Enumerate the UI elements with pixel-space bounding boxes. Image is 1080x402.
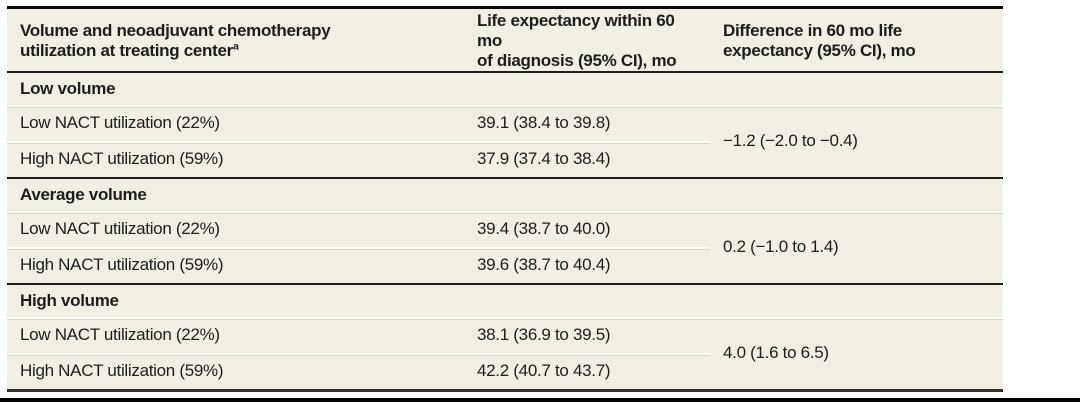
section-title: High volume xyxy=(7,283,1003,318)
difference-value-cell: 4.0 (1.6 to 6.5) xyxy=(710,317,1003,391)
section-row-average-volume: Average volume xyxy=(7,177,1003,212)
life-expectancy-value-cell: 39.6 (38.7 to 40.4) xyxy=(464,247,710,285)
header-line: Life expectancy within 60 mo xyxy=(477,11,675,51)
header-line: expectancy (95% CI), mo xyxy=(723,41,916,61)
row-label-cell: Low NACT utilization (22%) xyxy=(7,317,464,354)
row-label-cell: High NACT utilization (59%) xyxy=(7,247,464,285)
row-label-cell: Low NACT utilization (22%) xyxy=(7,211,464,248)
life-expectancy-value-cell: 39.4 (38.7 to 40.0) xyxy=(464,211,710,248)
page-bottom-edge-bar xyxy=(0,398,1080,402)
footnote-marker-superscript: a xyxy=(232,40,239,53)
life-expectancy-value-cell: 38.1 (36.9 to 39.5) xyxy=(464,317,710,354)
column-header-life-expectancy: Life expectancy within 60 mo of diagnosi… xyxy=(464,7,710,74)
table-row: High NACT utilization (59%) 42.2 (40.7 t… xyxy=(7,353,1003,391)
section-title: Low volume xyxy=(7,71,1003,106)
section-row-high-volume: High volume xyxy=(7,283,1003,318)
table-row: Low NACT utilization (22%) 39.1 (38.4 to… xyxy=(7,105,1003,179)
table-row: High NACT utilization (59%) 39.6 (38.7 t… xyxy=(7,247,1003,285)
table-row: Low NACT utilization (22%) 38.1 (36.9 to… xyxy=(7,317,1003,391)
life-expectancy-value-cell: 37.9 (37.4 to 38.4) xyxy=(464,141,710,179)
header-line: of diagnosis (95% CI), mo xyxy=(477,51,677,71)
difference-value-cell: −1.2 (−2.0 to −0.4) xyxy=(710,105,1003,179)
section-row-low-volume: Low volume xyxy=(7,71,1003,106)
table-row: High NACT utilization (59%) 37.9 (37.4 t… xyxy=(7,141,1003,179)
row-label-cell: High NACT utilization (59%) xyxy=(7,353,464,391)
header-row: Volume and neoadjuvant chemotherapy util… xyxy=(7,7,1003,74)
row-label-cell: Low NACT utilization (22%) xyxy=(7,105,464,142)
section-title: Average volume xyxy=(7,177,1003,212)
life-expectancy-value-cell: 39.1 (38.4 to 39.8) xyxy=(464,105,710,142)
header-line: Difference in 60 mo life xyxy=(723,21,902,41)
difference-value-cell: 0.2 (−1.0 to 1.4) xyxy=(710,211,1003,285)
header-line: utilization at treating center xyxy=(20,41,233,61)
header-line: Volume and neoadjuvant chemotherapy xyxy=(20,21,331,41)
life-expectancy-table: Volume and neoadjuvant chemotherapy util… xyxy=(7,6,1003,393)
column-header-difference: Difference in 60 mo life expectancy (95%… xyxy=(710,7,1003,74)
column-header-volume-nact-utilization: Volume and neoadjuvant chemotherapy util… xyxy=(7,7,464,74)
table-row: Low NACT utilization (22%) 39.4 (38.7 to… xyxy=(7,211,1003,285)
life-expectancy-value-cell: 42.2 (40.7 to 43.7) xyxy=(464,353,710,391)
row-label-cell: High NACT utilization (59%) xyxy=(7,141,464,179)
